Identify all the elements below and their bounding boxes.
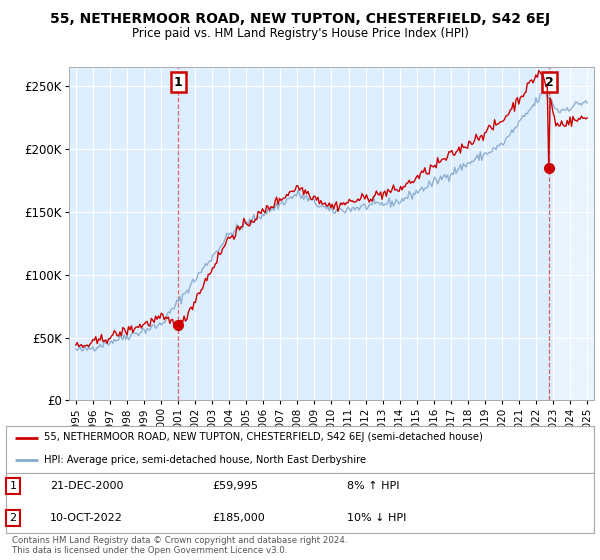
Text: Contains HM Land Registry data © Crown copyright and database right 2024.
This d: Contains HM Land Registry data © Crown c… [12, 536, 347, 556]
Text: 1: 1 [174, 76, 182, 88]
Text: 2: 2 [10, 513, 17, 523]
Text: HPI: Average price, semi-detached house, North East Derbyshire: HPI: Average price, semi-detached house,… [44, 455, 367, 465]
Text: 10-OCT-2022: 10-OCT-2022 [50, 513, 123, 523]
Text: 8% ↑ HPI: 8% ↑ HPI [347, 481, 400, 491]
Text: 21-DEC-2000: 21-DEC-2000 [50, 481, 124, 491]
Text: 1: 1 [10, 481, 17, 491]
Text: 2: 2 [545, 76, 554, 88]
Bar [553, 67, 594, 400]
Text: 55, NETHERMOOR ROAD, NEW TUPTON, CHESTERFIELD, S42 6EJ: 55, NETHERMOOR ROAD, NEW TUPTON, CHESTER… [50, 12, 550, 26]
Text: 10% ↓ HPI: 10% ↓ HPI [347, 513, 406, 523]
Text: £185,000: £185,000 [212, 513, 265, 523]
Text: £59,995: £59,995 [212, 481, 258, 491]
Text: Price paid vs. HM Land Registry's House Price Index (HPI): Price paid vs. HM Land Registry's House … [131, 27, 469, 40]
Text: 55, NETHERMOOR ROAD, NEW TUPTON, CHESTERFIELD, S42 6EJ (semi-detached house): 55, NETHERMOOR ROAD, NEW TUPTON, CHESTER… [44, 432, 483, 442]
